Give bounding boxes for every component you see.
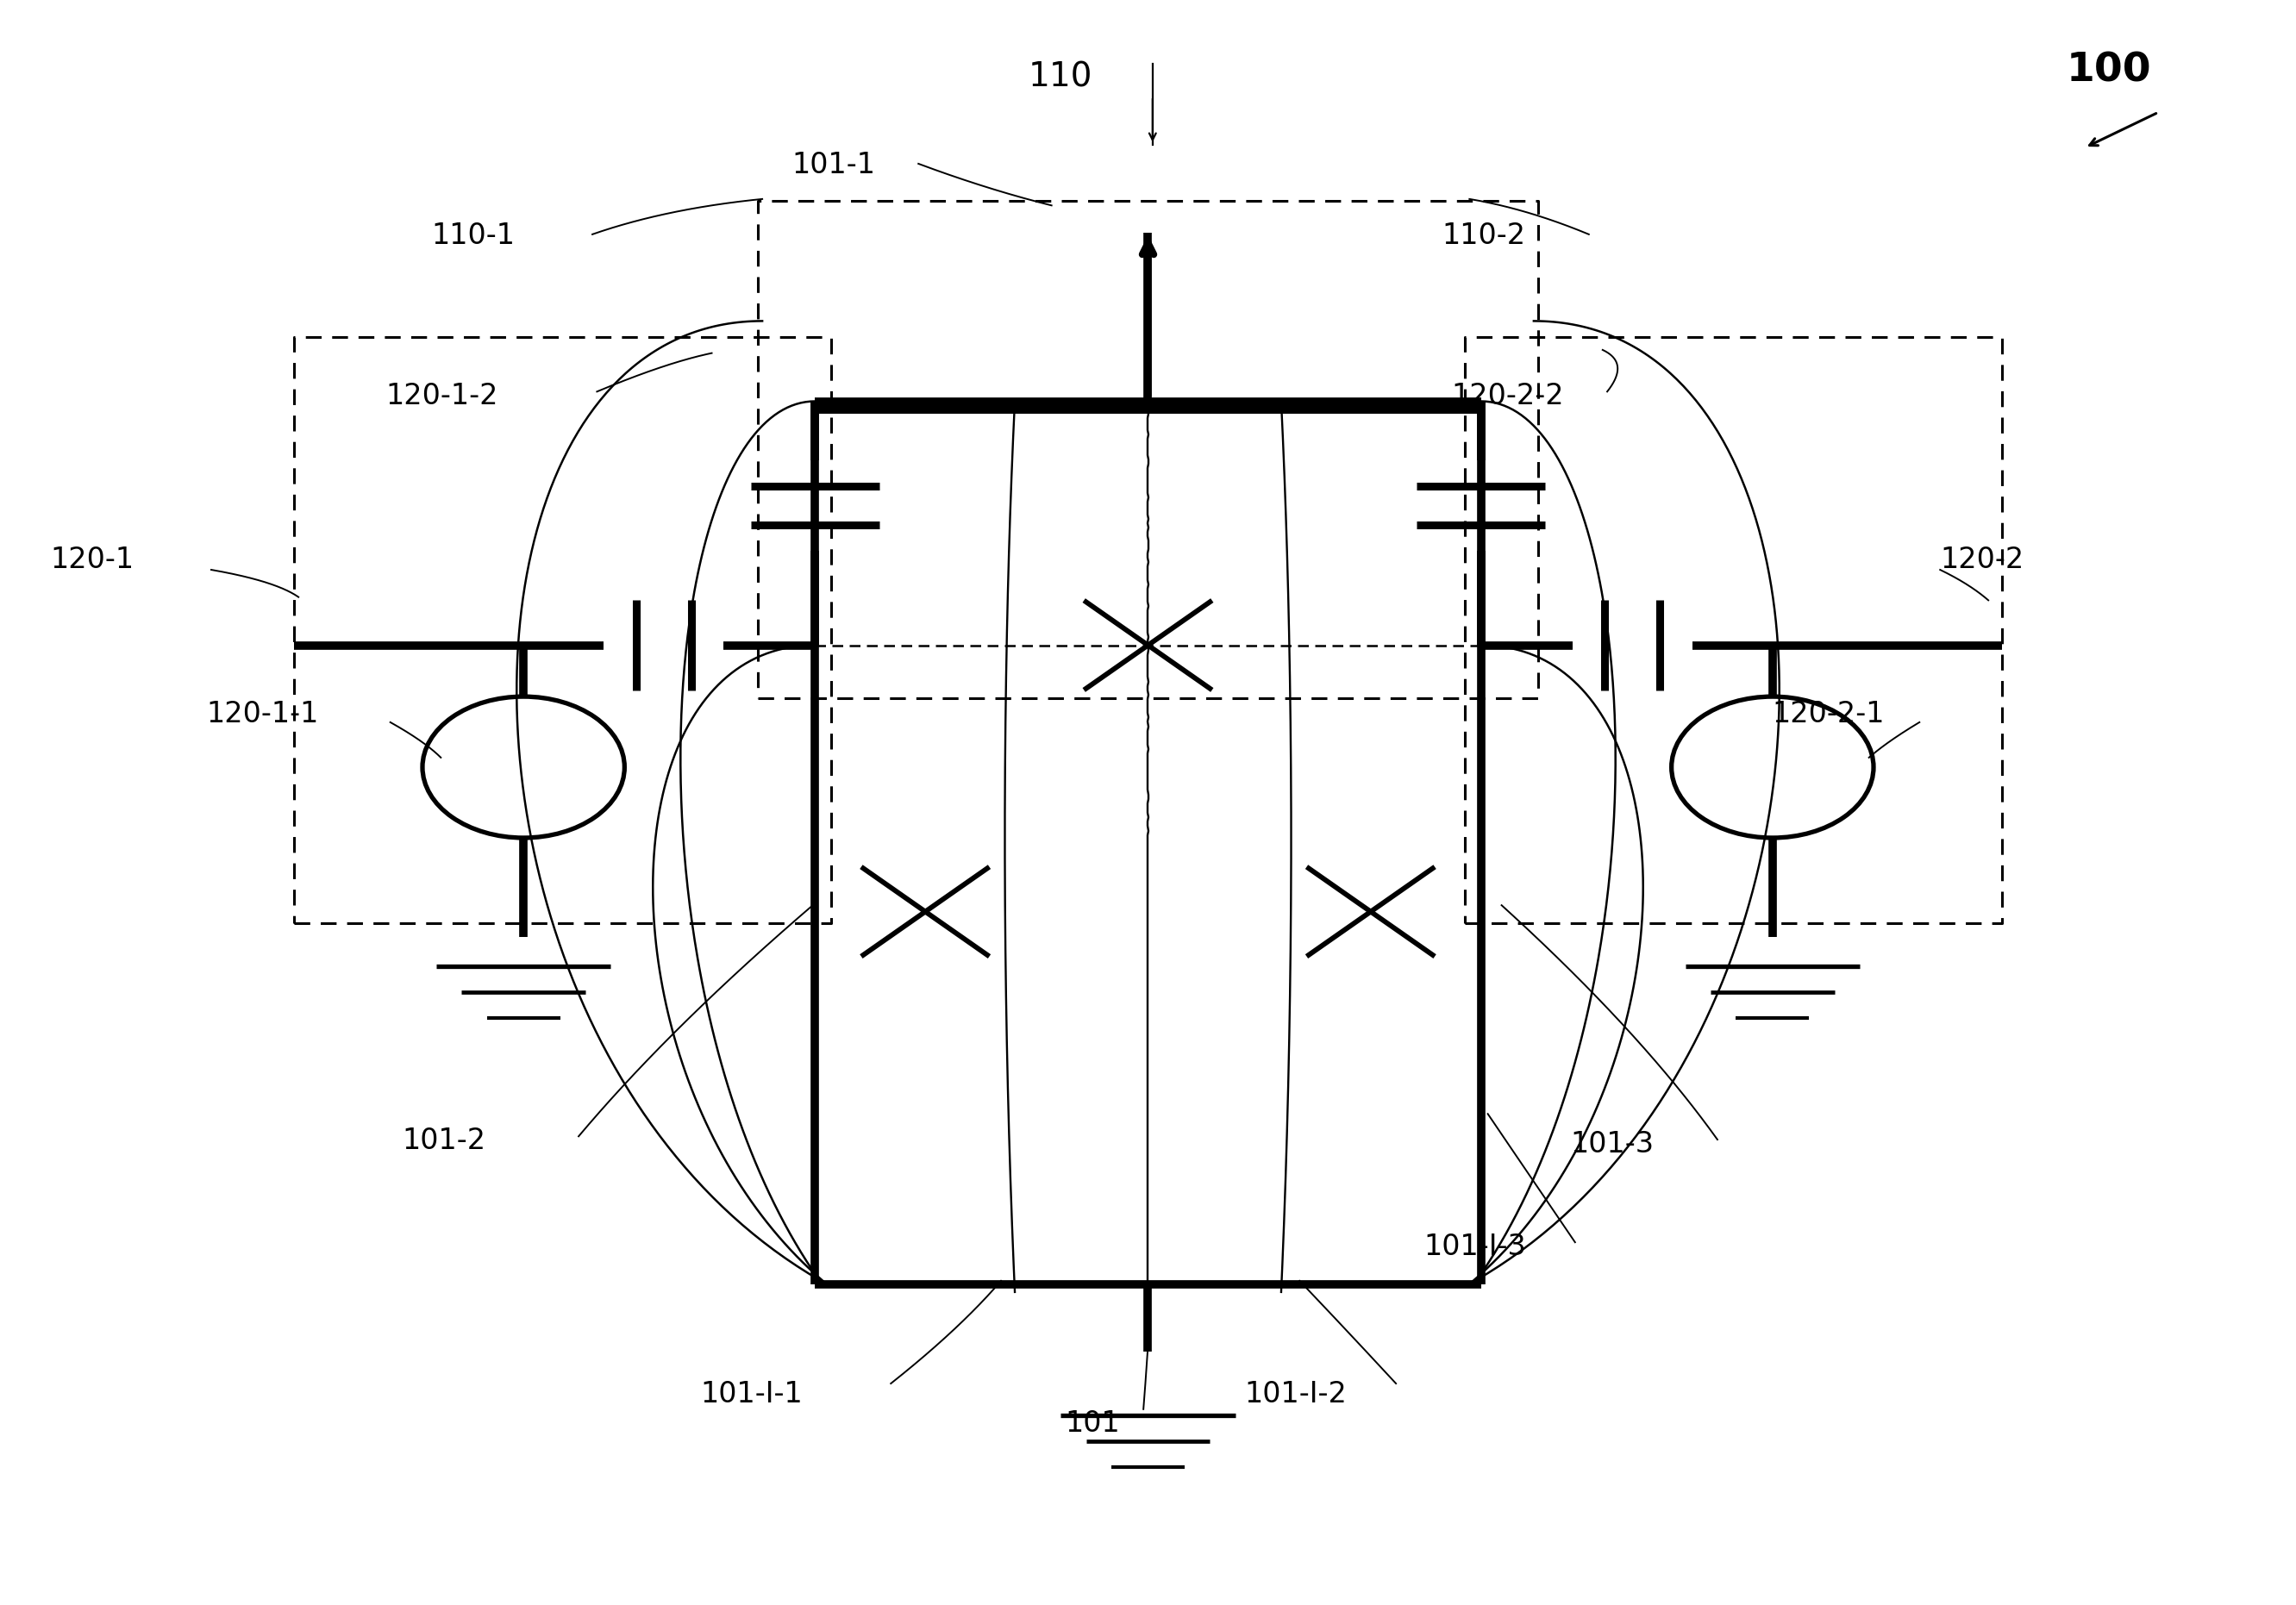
Text: 120-2-2: 120-2-2 <box>1451 382 1564 411</box>
Text: 120-1: 120-1 <box>51 546 133 575</box>
Text: 101-3: 101-3 <box>1570 1130 1653 1159</box>
Text: 101-I-3: 101-I-3 <box>1424 1233 1527 1262</box>
Text: 120-1-2: 120-1-2 <box>386 382 498 411</box>
Text: 110: 110 <box>1029 61 1093 93</box>
Text: 101-I-2: 101-I-2 <box>1244 1380 1348 1409</box>
Text: 110-2: 110-2 <box>1442 221 1525 250</box>
Text: 110-1: 110-1 <box>432 221 514 250</box>
Text: 100: 100 <box>2066 51 2151 90</box>
Text: 120-2: 120-2 <box>1940 546 2025 575</box>
Text: 101: 101 <box>1065 1409 1120 1438</box>
Text: 101-1: 101-1 <box>792 151 875 180</box>
Text: 101-2: 101-2 <box>402 1127 484 1156</box>
Text: 120-1-1: 120-1-1 <box>207 700 319 729</box>
Text: 101-I-1: 101-I-1 <box>700 1380 804 1409</box>
Text: 120-2-1: 120-2-1 <box>1773 700 1885 729</box>
